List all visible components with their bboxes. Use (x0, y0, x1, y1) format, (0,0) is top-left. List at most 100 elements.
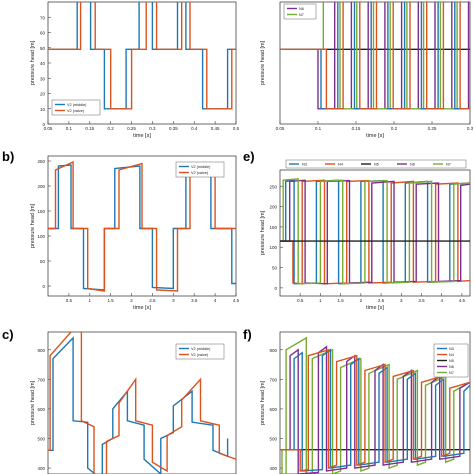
x-tick-label: 1.5 (338, 298, 345, 303)
x-tick-label: 0.25 (127, 126, 136, 131)
x-tick-label: 0.5 (297, 298, 304, 303)
legend-label: V2 (valve) (191, 171, 209, 175)
legend-label: V2 (middle) (191, 165, 211, 169)
y-tick-label: 100 (37, 234, 45, 239)
legend-label: V2 (valve) (191, 353, 209, 357)
x-tick-label: 0.05 (44, 126, 53, 131)
series-line (280, 336, 470, 474)
x-tick-label: 4 (214, 298, 217, 303)
legend-label: N5 (449, 359, 454, 363)
chart-f: 400 500 600 700 800 pressure head [m] N3 N4 N5 N6… (260, 331, 471, 474)
x-tick-label: 3 (172, 298, 175, 303)
y-tick-label: 800 (37, 348, 45, 353)
y-tick-label: 400 (37, 466, 45, 471)
y-tick-label: 200 (269, 205, 277, 210)
y-tick-label: 10 (40, 107, 46, 112)
y-axis-label: pressure head [m] (30, 40, 36, 85)
x-tick-label: 4.5 (459, 298, 466, 303)
series-group (48, 2, 236, 110)
y-axis-label: pressure head [m] (30, 203, 36, 248)
series-line (280, 348, 470, 472)
plot-frame (47, 155, 237, 297)
legend-label: N6 (410, 163, 415, 167)
y-tick-label: 0 (42, 122, 45, 127)
x-tick-label: 0.35 (169, 126, 178, 131)
x-axis-label: time [s] (366, 133, 384, 138)
legend-label: N4 (338, 163, 343, 167)
plot-frame (47, 331, 237, 474)
legend-box (175, 343, 225, 360)
legend-box (51, 99, 101, 116)
legend-label: N6 (299, 7, 304, 11)
series-line (48, 332, 236, 474)
y-tick-label: 60 (40, 31, 46, 36)
chart-e: 0 50 100 150 200 250 0.5 1 1.5 2 2.5 3 3.5 4 4.5 pressu… (260, 159, 471, 310)
x-tick-label: 2.5 (149, 298, 156, 303)
chart-a: 0 10 20 30 40 50 60 70 0.05 0.1 0.15 0.2 0.25 0.3 0.35… (30, 1, 240, 138)
y-axis-label: pressure head [m] (30, 380, 36, 425)
x-tick-label: 1 (89, 298, 92, 303)
x-tick-label: 0.05 (276, 126, 285, 131)
series-group (280, 2, 470, 110)
x-tick-label: 3 (400, 298, 403, 303)
panel-label-c: c) (2, 327, 14, 342)
x-tick-label: 0.3 (149, 126, 156, 131)
y-tick-label: 0 (42, 284, 45, 289)
series-group (48, 332, 236, 474)
x-tick-label: 0.25 (428, 126, 437, 131)
x-tick-label: 1 (319, 298, 322, 303)
x-tick-label: 4.5 (233, 298, 240, 303)
series-group (280, 336, 470, 474)
chart-c: 400 500 600 700 800 pressure head [m] V2 (midd… (30, 331, 237, 474)
y-tick-label: 600 (269, 407, 277, 412)
series-line (48, 2, 236, 110)
y-axis-label: pressure head [m] (260, 380, 266, 425)
x-tick-label: 0.4 (191, 126, 198, 131)
x-tick-label: 3.5 (191, 298, 198, 303)
series-group (48, 160, 236, 292)
legend-label: N7 (299, 13, 304, 17)
legend-label: N3 (449, 347, 454, 351)
y-tick-label: 100 (269, 245, 277, 250)
x-tick-label: 2 (360, 298, 363, 303)
series-line (280, 345, 470, 474)
y-tick-label: 0 (274, 286, 277, 291)
y-tick-label: 500 (37, 437, 45, 442)
y-tick-label: 600 (37, 407, 45, 412)
series-line (280, 179, 470, 285)
series-line (280, 348, 470, 472)
chart-b: 0 50 100 150 200 250 0.5 1 1.5 2 2.5 3 3.5 4 4.5 pressu… (30, 155, 240, 310)
series-line (48, 2, 236, 110)
x-tick-label: 0.5 (66, 298, 73, 303)
legend-box (285, 159, 467, 169)
panel-label-e: e) (243, 149, 255, 164)
y-tick-label: 50 (272, 266, 278, 271)
series-line (280, 2, 458, 110)
legend-label: V2 (valve) (67, 109, 85, 113)
plot-frame (279, 331, 471, 474)
x-tick-label: 0.5 (233, 126, 240, 131)
y-tick-label: 200 (37, 184, 45, 189)
series-group (280, 178, 470, 285)
x-tick-label: 2.5 (378, 298, 385, 303)
plot-frame (279, 1, 471, 125)
y-tick-label: 800 (269, 348, 277, 353)
legend-label: V2 (middle) (67, 103, 87, 107)
x-tick-label: 0.1 (315, 126, 322, 131)
legend-label: N3 (302, 163, 307, 167)
x-axis-label: time [s] (133, 133, 151, 138)
y-axis-label: pressure head [m] (260, 40, 266, 85)
y-tick-label: 50 (40, 46, 46, 51)
series-line (280, 2, 470, 110)
series-line (280, 179, 470, 285)
y-tick-label: 500 (269, 437, 277, 442)
x-tick-label: 0.3 (467, 126, 474, 131)
y-tick-label: 150 (37, 209, 45, 214)
legend-label: V2 (middle) (191, 347, 211, 351)
y-tick-label: 700 (37, 377, 45, 382)
y-tick-label: 150 (269, 225, 277, 230)
x-tick-label: 2 (130, 298, 133, 303)
legend-label: N4 (449, 353, 454, 357)
series-line (280, 178, 470, 285)
legend-box (283, 3, 317, 20)
